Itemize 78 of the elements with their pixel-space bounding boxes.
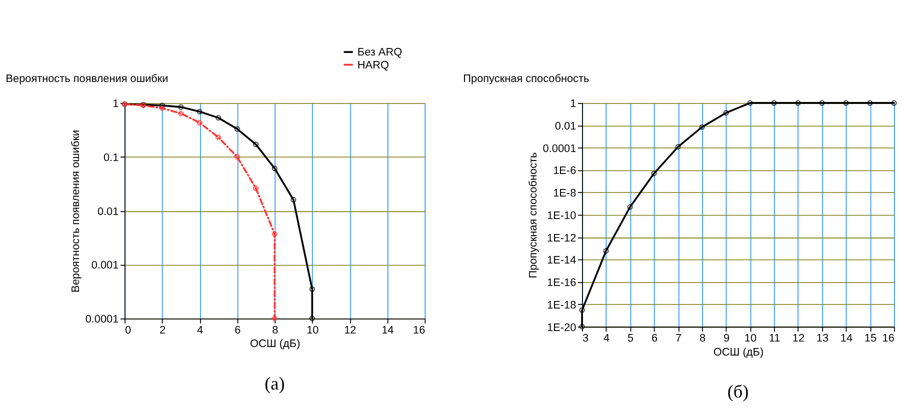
point xyxy=(627,204,633,210)
x-tick-label: 16 xyxy=(413,324,426,337)
x-tick-label: 9 xyxy=(723,332,730,345)
text: (а) xyxy=(264,373,285,394)
y-tick-label: 1E-14 xyxy=(547,254,576,267)
point xyxy=(771,100,777,106)
point xyxy=(843,100,849,106)
point xyxy=(867,100,873,106)
point xyxy=(234,154,240,160)
x-tick-label: 11 xyxy=(768,332,780,345)
legend-label: HARQ xyxy=(357,59,389,72)
x-tick-label: 3 xyxy=(582,332,589,345)
x-tick-label: 7 xyxy=(675,332,682,345)
text: (б) xyxy=(727,382,749,402)
point xyxy=(272,231,278,237)
x-tick-label: 0 xyxy=(125,324,132,337)
point xyxy=(216,134,222,140)
x-tick-label: 5 xyxy=(627,332,634,345)
point xyxy=(253,186,259,192)
y-axis-title: Вероятность появления ошибки xyxy=(70,130,82,292)
point xyxy=(723,110,729,116)
y-axis-title: Пропускная способность xyxy=(527,152,540,278)
point xyxy=(253,142,259,148)
point xyxy=(234,126,240,132)
point xyxy=(603,248,609,254)
y-tick-label: 0.01 xyxy=(97,206,119,218)
x-tick-label: 15 xyxy=(864,332,877,345)
x-tick-label: 6 xyxy=(651,332,658,345)
point xyxy=(699,124,705,130)
point xyxy=(819,100,825,106)
y-tick-label: 1E-20 xyxy=(547,322,576,334)
x-axis-title: ОСШ (дБ) xyxy=(713,346,764,358)
chart-title: Вероятность появления ошибки xyxy=(6,73,168,86)
x-tick-label: 2 xyxy=(160,324,166,337)
point xyxy=(159,105,165,111)
y-tick-label: 1E-12 xyxy=(547,232,576,244)
y-tick-label: 1 xyxy=(570,98,576,110)
y-tick-label: 1 xyxy=(112,98,119,110)
x-tick-label: 13 xyxy=(816,332,829,345)
x-tick-label: 10 xyxy=(744,332,757,345)
point xyxy=(196,108,202,114)
x-tick-label: 4 xyxy=(603,332,610,345)
y-tick-label: 1E-18 xyxy=(547,299,576,312)
x-tick-label: 12 xyxy=(344,324,356,337)
point xyxy=(216,115,222,121)
x-tick-label: 4 xyxy=(197,324,204,337)
point xyxy=(178,110,184,116)
point xyxy=(675,144,681,150)
x-tick-label: 14 xyxy=(840,332,853,345)
point xyxy=(272,166,278,172)
point xyxy=(196,120,202,126)
y-tick-label: 0.001 xyxy=(91,260,119,272)
point xyxy=(290,196,296,203)
x-tick-label: 14 xyxy=(382,324,394,337)
point xyxy=(178,104,184,110)
point xyxy=(272,316,278,322)
x-tick-label: 8 xyxy=(272,324,278,337)
legend-label: Без ARQ xyxy=(357,46,402,59)
y-tick-label: 0.1 xyxy=(104,152,119,164)
y-tick-label: 0.0001 xyxy=(85,314,119,326)
chart-title: Пропускная способность xyxy=(463,73,590,86)
point xyxy=(309,286,315,292)
point xyxy=(579,307,585,313)
x-tick-label: 6 xyxy=(234,324,241,337)
y-tick-label: 1E-6 xyxy=(553,165,576,178)
y-tick-label: 1E-16 xyxy=(547,277,576,290)
y-tick-label: 0.0001 xyxy=(542,142,576,155)
point xyxy=(795,100,801,106)
x-tick-label: 12 xyxy=(792,332,805,345)
x-tick-label: 8 xyxy=(699,332,706,345)
point xyxy=(747,100,753,106)
y-tick-label: 1E-8 xyxy=(553,188,576,200)
y-tick-label: 1E-10 xyxy=(547,210,576,222)
x-tick-label: 10 xyxy=(306,324,319,337)
point xyxy=(651,170,657,176)
x-tick-label: 16 xyxy=(882,332,894,345)
x-axis-title: ОСШ (дБ) xyxy=(250,338,300,350)
y-tick-label: 0.01 xyxy=(554,120,576,132)
